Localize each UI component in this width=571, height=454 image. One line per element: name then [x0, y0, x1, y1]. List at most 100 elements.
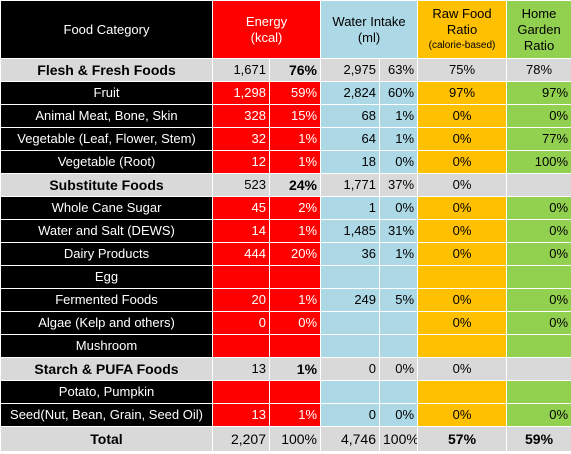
home-ratio-cell — [506, 334, 571, 358]
water-cell: 64 — [320, 127, 381, 151]
water-cell: 18 — [320, 150, 381, 174]
raw-ratio-cell: 0% — [417, 219, 508, 243]
water-pct-cell — [379, 334, 419, 358]
home-ratio-cell: 0% — [506, 288, 571, 312]
table-body: Flesh & Fresh Foods 1,671 76% 2,975 63% 75% 78… — [0, 58, 571, 427]
water-pct-cell: 0% — [379, 150, 419, 174]
raw-ratio-cell: 0% — [417, 127, 508, 151]
category-cell: Seed(Nut, Bean, Grain, Seed Oil) — [0, 403, 213, 427]
home-ratio-cell — [506, 380, 571, 404]
table-row: Fruit 1,298 59% 2,824 60% 97% 97% — [0, 81, 571, 105]
kcal-cell: 1,671 — [212, 58, 270, 82]
kcal-cell: 0 — [212, 311, 270, 335]
total-kcal: 2,207 — [212, 426, 270, 452]
water-cell: 2,975 — [320, 58, 381, 82]
header-energy-label: Energy — [245, 13, 288, 29]
water-pct-cell: 1% — [379, 104, 419, 128]
kcal-cell — [212, 265, 270, 289]
raw-ratio-cell: 75% — [417, 58, 508, 82]
raw-ratio-cell: 0% — [417, 104, 508, 128]
header-food-category: Food Category — [0, 0, 213, 59]
kcal-cell: 45 — [212, 196, 270, 220]
header-water: Water Intake (ml) — [320, 0, 419, 59]
total-kcal-pct: 100% — [268, 426, 322, 452]
water-pct-cell: 0% — [379, 196, 419, 220]
kcal-cell — [212, 334, 270, 358]
water-cell — [320, 265, 381, 289]
home-ratio-cell: 100% — [506, 150, 571, 174]
kcal-cell: 1,298 — [212, 81, 270, 105]
home-ratio-cell — [506, 357, 571, 381]
category-cell: Fruit — [0, 81, 213, 105]
water-pct-cell: 0% — [379, 357, 419, 381]
kcal-pct-cell: 59% — [268, 81, 322, 105]
kcal-pct-cell: 1% — [268, 403, 322, 427]
total-raw: 57% — [417, 426, 508, 452]
kcal-cell: 13 — [212, 357, 270, 381]
total-row: Total 2,207 100% 4,746 100% 57% 59% — [0, 426, 571, 452]
header-home-line3: Ratio — [523, 37, 555, 53]
header-water-label: Water Intake — [332, 13, 406, 29]
water-cell — [320, 334, 381, 358]
header-raw-food: Raw Food Ratio (calorie-based) — [417, 0, 508, 59]
water-pct-cell: 0% — [379, 403, 419, 427]
kcal-pct-cell — [268, 380, 322, 404]
category-cell: Egg — [0, 265, 213, 289]
header-home-line1: Home — [521, 5, 557, 21]
table-row: Vegetable (Leaf, Flower, Stem) 32 1% 64 1% 0%… — [0, 127, 571, 151]
home-ratio-cell: 0% — [506, 219, 571, 243]
table-row: Egg — [0, 265, 571, 289]
header-home-line2: Garden — [517, 21, 561, 37]
category-cell: Flesh & Fresh Foods — [0, 58, 213, 82]
water-cell: 0 — [320, 357, 381, 381]
category-cell: Starch & PUFA Foods — [0, 357, 213, 381]
water-pct-cell: 60% — [379, 81, 419, 105]
home-ratio-cell: 0% — [506, 403, 571, 427]
kcal-pct-cell: 20% — [268, 242, 322, 266]
table-row: Water and Salt (DEWS) 14 1% 1,485 31% 0% 0% — [0, 219, 571, 243]
water-cell: 36 — [320, 242, 381, 266]
kcal-pct-cell: 76% — [268, 58, 322, 82]
table-row: Potato, Pumpkin — [0, 380, 571, 404]
water-cell: 1 — [320, 196, 381, 220]
category-cell: Fermented Foods — [0, 288, 213, 312]
raw-ratio-cell: 0% — [417, 288, 508, 312]
category-cell: Animal Meat, Bone, Skin — [0, 104, 213, 128]
water-cell: 2,824 — [320, 81, 381, 105]
water-pct-cell: 1% — [379, 127, 419, 151]
total-label: Total — [0, 426, 213, 452]
water-pct-cell — [379, 311, 419, 335]
kcal-pct-cell: 1% — [268, 150, 322, 174]
kcal-cell: 444 — [212, 242, 270, 266]
home-ratio-cell: 78% — [506, 58, 571, 82]
raw-ratio-cell: 0% — [417, 357, 508, 381]
header-raw-line1: Raw Food — [432, 5, 492, 21]
kcal-cell: 523 — [212, 173, 270, 197]
kcal-cell: 32 — [212, 127, 270, 151]
water-cell — [320, 380, 381, 404]
kcal-pct-cell: 1% — [268, 127, 322, 151]
category-cell: Potato, Pumpkin — [0, 380, 213, 404]
category-cell: Water and Salt (DEWS) — [0, 219, 213, 243]
header-home-garden: Home Garden Ratio — [506, 0, 571, 59]
table-row: Dairy Products 444 20% 36 1% 0% 0% — [0, 242, 571, 266]
kcal-pct-cell: 2% — [268, 196, 322, 220]
raw-ratio-cell: 0% — [417, 242, 508, 266]
category-cell: Whole Cane Sugar — [0, 196, 213, 220]
header-row: Food Category Energy (kcal) Water Intake… — [0, 0, 571, 59]
water-pct-cell: 37% — [379, 173, 419, 197]
raw-ratio-cell: 0% — [417, 150, 508, 174]
header-water-unit: (ml) — [357, 29, 381, 45]
raw-ratio-cell — [417, 380, 508, 404]
table-row: Animal Meat, Bone, Skin 328 15% 68 1% 0% 0% — [0, 104, 571, 128]
table-row: Seed(Nut, Bean, Grain, Seed Oil) 13 1% 0 0% 0… — [0, 403, 571, 427]
category-cell: Vegetable (Leaf, Flower, Stem) — [0, 127, 213, 151]
kcal-pct-cell: 1% — [268, 219, 322, 243]
kcal-pct-cell: 1% — [268, 288, 322, 312]
table-row: Algae (Kelp and others) 0 0% 0% 0% — [0, 311, 571, 335]
category-cell: Algae (Kelp and others) — [0, 311, 213, 335]
kcal-cell — [212, 380, 270, 404]
raw-ratio-cell: 97% — [417, 81, 508, 105]
header-raw-line2: Ratio — [446, 21, 478, 37]
